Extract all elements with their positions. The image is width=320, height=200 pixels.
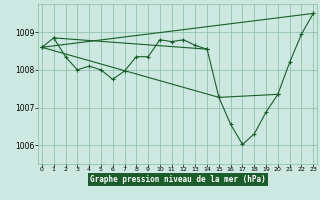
X-axis label: Graphe pression niveau de la mer (hPa): Graphe pression niveau de la mer (hPa) xyxy=(90,175,266,184)
